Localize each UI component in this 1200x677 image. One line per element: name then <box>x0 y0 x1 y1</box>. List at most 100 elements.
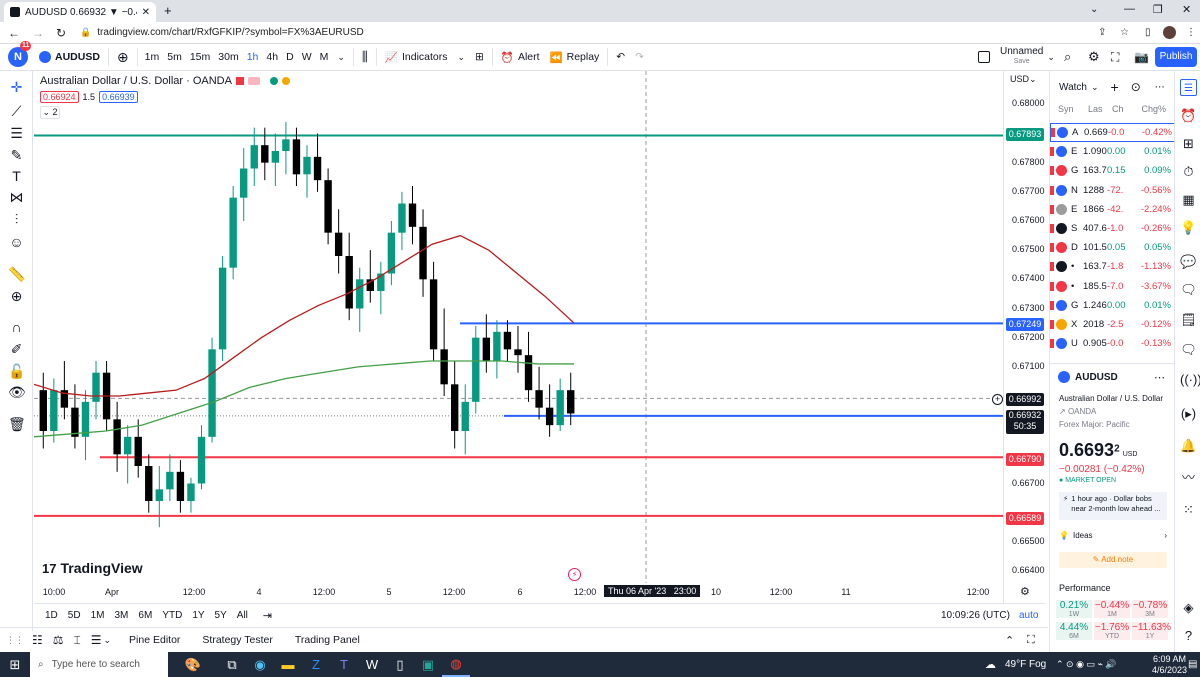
profile-avatar[interactable] <box>1163 26 1176 39</box>
fullscreen-icon[interactable]: ⛶ <box>1111 49 1120 64</box>
trend-line-icon[interactable]: ⟋ <box>11 103 22 119</box>
panel-tab-strategy-tester[interactable]: Strategy Tester <box>202 634 273 646</box>
help-icon[interactable]: ? <box>1184 628 1193 643</box>
watchlist-row[interactable]: X 2018 -2.5 -0.12% <box>1050 315 1174 334</box>
interval-1m[interactable]: 1m <box>144 51 160 63</box>
chat-bubble-icon[interactable]: 🗨 <box>1180 342 1197 357</box>
column-symbol[interactable]: Syn <box>1058 104 1074 114</box>
search-icon[interactable]: ⌕ <box>1064 49 1072 64</box>
watchlist-row[interactable]: E 1866 -42. -2.24% <box>1050 200 1174 219</box>
sidebar-icon[interactable]: ▯ <box>1145 27 1151 38</box>
interval-30m[interactable]: 30m <box>218 51 239 63</box>
stay-drawing-icon[interactable]: ✐ <box>10 341 23 357</box>
add-symbol-icon[interactable]: + <box>1110 79 1119 95</box>
performance-cell[interactable]: −1.76% YTD <box>1094 622 1130 640</box>
horizontal-lines-icon[interactable]: ☰ <box>10 125 23 141</box>
interval-5m[interactable]: 5m <box>167 51 182 63</box>
indicators-button[interactable]: 📈 Indicators ⌄ <box>380 46 470 68</box>
watchlist-row[interactable]: G 1.246 0.00 0.01% <box>1050 296 1174 315</box>
watchlist-icon[interactable]: ☰ <box>1180 79 1197 96</box>
text-cursor-icon[interactable]: ⌶ <box>73 632 81 647</box>
add-note-button[interactable]: ✎ Add note <box>1059 552 1167 568</box>
bid-price[interactable]: 0.66924 <box>40 91 79 103</box>
watchlist-row[interactable]: D 101.5 0.05 0.05% <box>1050 238 1174 257</box>
taskbar-search-input[interactable]: ⌕ Type here to search <box>30 652 168 677</box>
back-icon[interactable]: ← <box>8 25 20 40</box>
chrome-icon[interactable]: ◍ <box>442 652 470 677</box>
interval-chevron-icon[interactable]: ⌄ <box>337 51 345 62</box>
windows-start-icon[interactable]: ⊞ <box>9 656 21 672</box>
notifications-bell-icon[interactable]: 🔔 <box>1180 438 1197 453</box>
chevron-down-icon[interactable]: ⌄ <box>1090 4 1099 15</box>
watchlist-row[interactable]: A 0.669 -0.0 -0.42% <box>1050 123 1174 142</box>
range-1m[interactable]: 1M <box>90 610 105 621</box>
panel-tab-trading-panel[interactable]: Trading Panel <box>294 634 360 646</box>
performance-cell[interactable]: 4.44% 6M <box>1056 622 1092 640</box>
watchlist-row[interactable]: N 1288 -72. -0.56% <box>1050 181 1174 200</box>
details-symbol[interactable]: AUDUSD <box>1075 371 1118 383</box>
interval-4h[interactable]: 4h <box>266 51 279 63</box>
notepad-icon[interactable]: ▯ <box>396 656 404 672</box>
range-1d[interactable]: 1D <box>45 610 58 621</box>
alert-button[interactable]: ⏰ Alert <box>496 46 545 68</box>
column-change-percent[interactable]: Chg% <box>1141 104 1166 114</box>
trash-icon[interactable]: 🗑 <box>8 416 26 432</box>
zoom-in-icon[interactable]: ⊕ <box>10 288 23 304</box>
clock[interactable]: 10:09:26 (UTC) <box>941 610 1010 621</box>
undo-icon[interactable]: ↶ <box>616 51 626 63</box>
notification-center-icon[interactable]: ▤ <box>1188 659 1198 670</box>
ask-price[interactable]: 0.66939 <box>99 91 138 103</box>
candles-icon[interactable]: ⫼ <box>361 49 368 64</box>
alerts-clock-icon[interactable]: ⏰ <box>1180 108 1197 123</box>
range-all[interactable]: All <box>236 610 248 621</box>
range-6m[interactable]: 6M <box>138 610 153 621</box>
ideas-icon[interactable]: 💡 <box>1180 220 1197 235</box>
cortana-icon[interactable]: 🎨 <box>184 656 202 672</box>
layers-icon[interactable]: ◈ <box>1183 600 1194 615</box>
ruler-icon[interactable]: 📏 <box>8 266 26 282</box>
chevron-down-icon[interactable]: ⌄ <box>103 634 112 645</box>
range-5y[interactable]: 5Y <box>214 610 227 621</box>
magnet-icon[interactable]: ∩ <box>11 319 22 335</box>
performance-cell[interactable]: −0.78% 3M <box>1132 600 1168 618</box>
replay-button[interactable]: ⏪ Replay <box>545 46 605 68</box>
emoji-icon[interactable]: ☺ <box>9 234 24 250</box>
scale-icon[interactable]: ⚖ <box>52 633 64 647</box>
user-avatar[interactable]: N 11 <box>8 41 32 67</box>
dom-icon[interactable]: ⁙ <box>1183 502 1194 517</box>
performance-cell[interactable]: −0.44% 1M <box>1094 600 1130 618</box>
close-tab-icon[interactable]: ✕ <box>141 6 150 18</box>
interval-1h[interactable]: 1h <box>246 51 259 63</box>
webex-icon[interactable]: W <box>365 657 379 672</box>
chart-title[interactable]: Australian Dollar / U.S. Dollar · OANDA <box>40 75 232 87</box>
watchlist-row[interactable]: U 0.905 -0.0 -0.13% <box>1050 334 1174 353</box>
calendar-icon[interactable]: ▦ <box>1182 192 1195 207</box>
moving-average-red[interactable] <box>34 234 575 397</box>
streams-icon[interactable]: 🗨 <box>1180 282 1197 297</box>
url-field[interactable]: tradingview.com/chart/RxfGFKIP/?symbol=F… <box>97 27 364 38</box>
redo-icon[interactable]: ↷ <box>635 51 644 63</box>
weather[interactable]: 49°F Fog <box>1005 659 1047 670</box>
chat-icon[interactable]: 💬 <box>1180 254 1197 269</box>
live-icon[interactable]: (▸) <box>1180 406 1197 421</box>
publish-button[interactable]: Publish <box>1155 47 1197 67</box>
share-icon[interactable]: ⇪ <box>1098 27 1107 38</box>
layout-save-group[interactable]: Unnamed Save ⌄ <box>978 47 1055 67</box>
price-chart[interactable] <box>34 71 1003 603</box>
crosshair-icon[interactable]: ✛ <box>10 79 23 95</box>
watchlist-row[interactable]: • 163.7 -1.8 -1.13% <box>1050 257 1174 276</box>
watchlist-title[interactable]: Watch <box>1059 81 1087 93</box>
text-icon[interactable]: T <box>12 168 21 184</box>
range-3m[interactable]: 3M <box>114 610 129 621</box>
collapse-up-icon[interactable]: ⌃ <box>1005 634 1015 647</box>
compare-symbol-icon[interactable]: ⊕ <box>116 48 129 65</box>
zoom-app-icon[interactable]: Z <box>312 657 320 672</box>
symbol-search-button[interactable]: AUDUSD <box>34 46 105 68</box>
camera-icon[interactable]: 📷 <box>1134 50 1149 64</box>
pulse-icon[interactable]: 〰 <box>1181 470 1195 485</box>
forecast-icon[interactable]: ⫶ <box>14 211 19 227</box>
advanced-view-icon[interactable]: ⊙ <box>1130 80 1141 94</box>
interval-D[interactable]: D <box>286 51 294 63</box>
taskbar-clock[interactable]: 6:09 AM 4/6/2023 <box>1152 654 1187 676</box>
minimize-icon[interactable]: — <box>1124 3 1135 15</box>
